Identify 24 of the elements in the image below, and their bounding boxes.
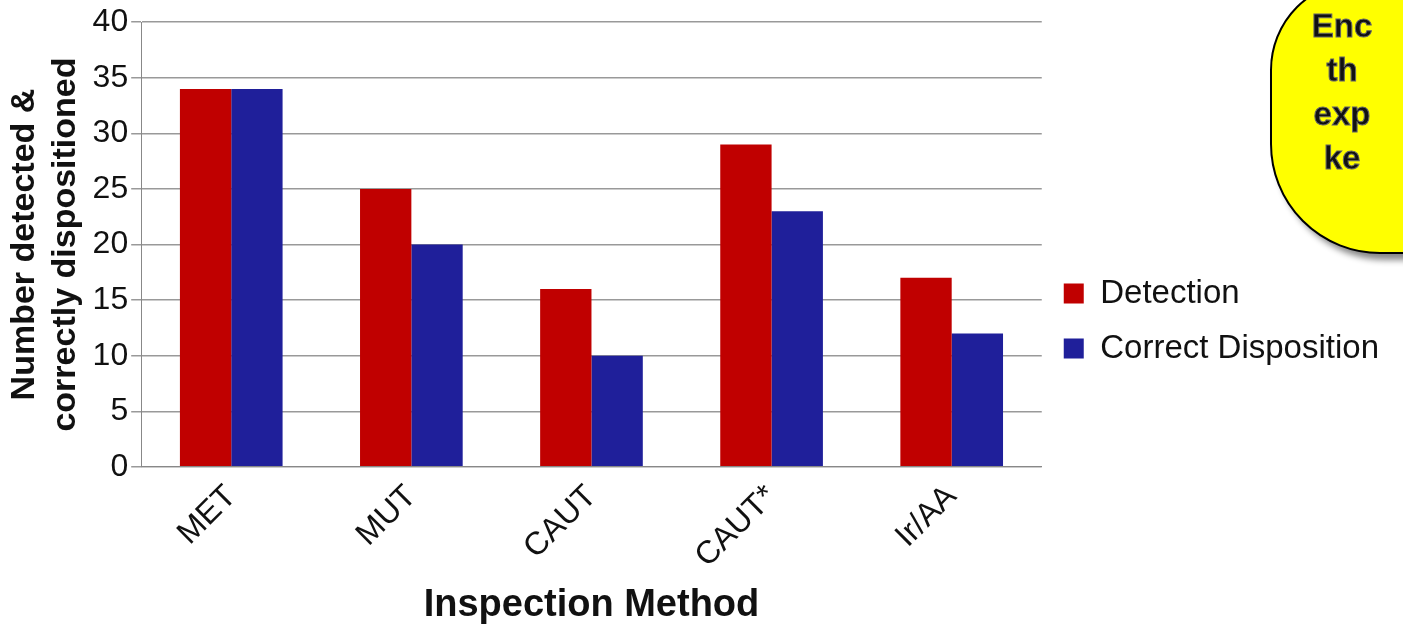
y-tick-label: 40 [92, 2, 129, 39]
bar [231, 88, 283, 467]
legend-label: Correct Disposition [1100, 327, 1380, 365]
bar [900, 277, 952, 467]
cloud-callout: Enc th exp ke [1270, 0, 1403, 254]
bar [179, 88, 232, 467]
bar [540, 288, 592, 467]
y-tick-label: 35 [92, 57, 129, 94]
bar [360, 188, 412, 467]
y-tick-label: 25 [92, 168, 129, 205]
bar [951, 333, 1004, 467]
bar [720, 144, 772, 467]
legend-label: Detection [1100, 272, 1240, 310]
y-tick-label: 10 [92, 335, 129, 372]
y-tick-label: 30 [92, 113, 129, 150]
bar [771, 211, 823, 467]
y-tick-label: 0 [110, 446, 129, 483]
bar [591, 355, 643, 467]
y-tick-label: 15 [92, 279, 129, 316]
x-axis-title: Inspection Method [423, 581, 760, 624]
bar [411, 244, 463, 467]
y-axis-title: Number detected & correctly dispositioned [2, 57, 82, 432]
y-tick-label: 20 [92, 224, 129, 261]
y-tick-label: 5 [110, 391, 129, 428]
